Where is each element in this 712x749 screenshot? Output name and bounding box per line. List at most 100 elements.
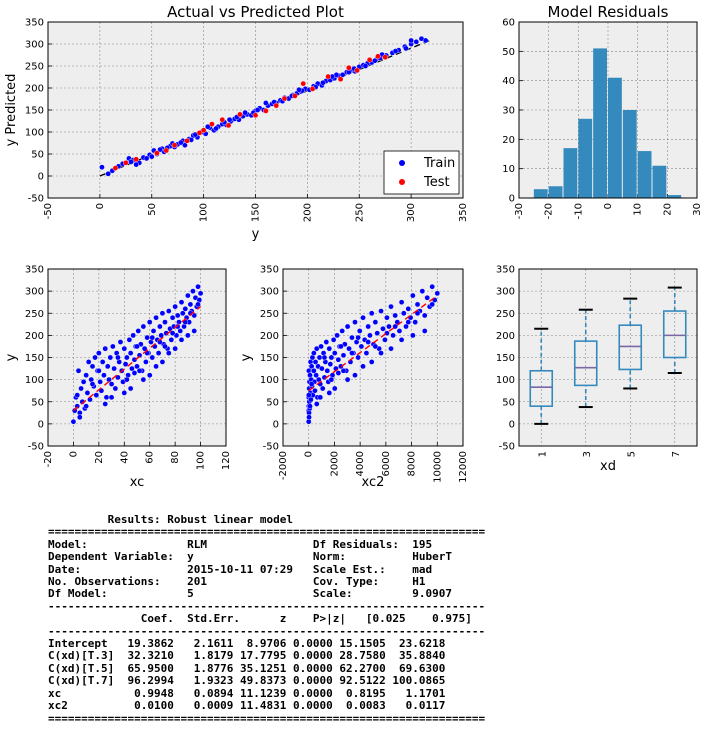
data-point [388,303,394,310]
data-point [410,292,416,299]
legend-marker-train [399,160,405,166]
fit-line [308,294,438,392]
histogram-bar [667,195,682,198]
data-point [101,372,107,379]
data-point [117,339,124,345]
data-point [84,390,91,396]
y-axis-label: y Predicted [4,74,19,147]
data-point [421,312,428,319]
data-point [104,363,111,370]
test-point [196,130,203,136]
y-tick-label: 0 [509,419,515,430]
data-point [108,381,115,387]
test-point [225,122,232,129]
x-tick-label: 0 [603,203,614,209]
data-point [313,345,320,352]
data-point [326,390,333,396]
train-point [242,109,248,116]
box-body [573,340,598,387]
y-tick-label: 350 [25,18,44,29]
data-point [382,336,388,343]
data-point [162,343,168,350]
test-point [163,147,170,154]
train-point [254,107,261,113]
y-tick-label: 50 [502,47,515,58]
data-point [331,385,338,392]
data-point [313,401,320,407]
data-point [74,392,81,398]
y-tick-label: 300 [260,287,279,298]
data-point [168,336,175,343]
train-point [296,86,302,93]
data-point [89,381,96,387]
data-point [97,379,103,385]
y-axis-label: y [4,353,19,361]
data-point [355,354,361,361]
box-body [662,310,687,359]
train-point [226,116,233,123]
data-point [146,319,153,325]
data-point [70,418,77,425]
data-point [169,314,176,321]
data-point [78,385,84,392]
data-point [74,403,81,409]
x-tick-label: 12000 [458,451,469,483]
data-point [410,332,416,339]
data-point [429,301,435,308]
y-tick-label: 150 [25,353,44,364]
data-point [368,310,375,317]
y-tick-label: 50 [266,397,279,408]
data-point [172,345,178,352]
data-point [360,314,366,321]
x-tick-label: 0 [68,451,79,457]
data-point [108,394,115,401]
y-tick-label: 250 [260,309,279,320]
data-point [110,343,116,350]
data-point [365,339,371,345]
data-point [131,370,138,376]
data-point [390,332,396,339]
data-point [358,343,365,350]
x-tick-label: 20 [94,451,105,464]
data-point [317,394,324,401]
data-point [392,312,398,319]
histogram-bar [578,118,593,198]
data-point [102,345,109,352]
data-point [153,314,159,321]
chart-title: Actual vs Predicted Plot [167,3,344,21]
train-point [372,57,378,64]
y-tick-label: 300 [25,40,44,51]
y-vs-xc-frame [47,268,227,447]
train-point [177,139,184,146]
data-point [403,323,409,330]
x-tick-label: 250 [354,203,365,222]
x-tick-label: 8000 [407,451,418,476]
data-point [434,290,441,297]
y-tick-label: 200 [25,84,44,95]
y-tick-label: 100 [25,128,44,139]
test-point [184,137,190,144]
test-point [281,95,288,102]
histogram-bar [637,151,652,198]
box-body [618,324,643,371]
y-tick-label: 20 [502,135,515,146]
test-point [154,150,160,156]
data-point [159,359,166,365]
data-point [349,350,355,356]
test-point [171,142,178,148]
data-point [185,292,191,299]
data-point [143,359,149,365]
x-tick-label: 10000 [432,451,443,483]
x-tick-label: -10 [573,203,584,219]
data-point [136,352,143,359]
data-point [157,323,163,330]
data-point [313,372,319,379]
model-residuals-frame [518,21,698,199]
x-tick-label: 30 [692,203,703,216]
histogram-bar [593,48,607,199]
data-point [140,376,147,383]
x-tick-label: 120 [221,451,232,470]
y-tick-label: 150 [260,353,279,364]
test-point [300,80,307,87]
chart-title: Model Residuals [548,3,669,21]
